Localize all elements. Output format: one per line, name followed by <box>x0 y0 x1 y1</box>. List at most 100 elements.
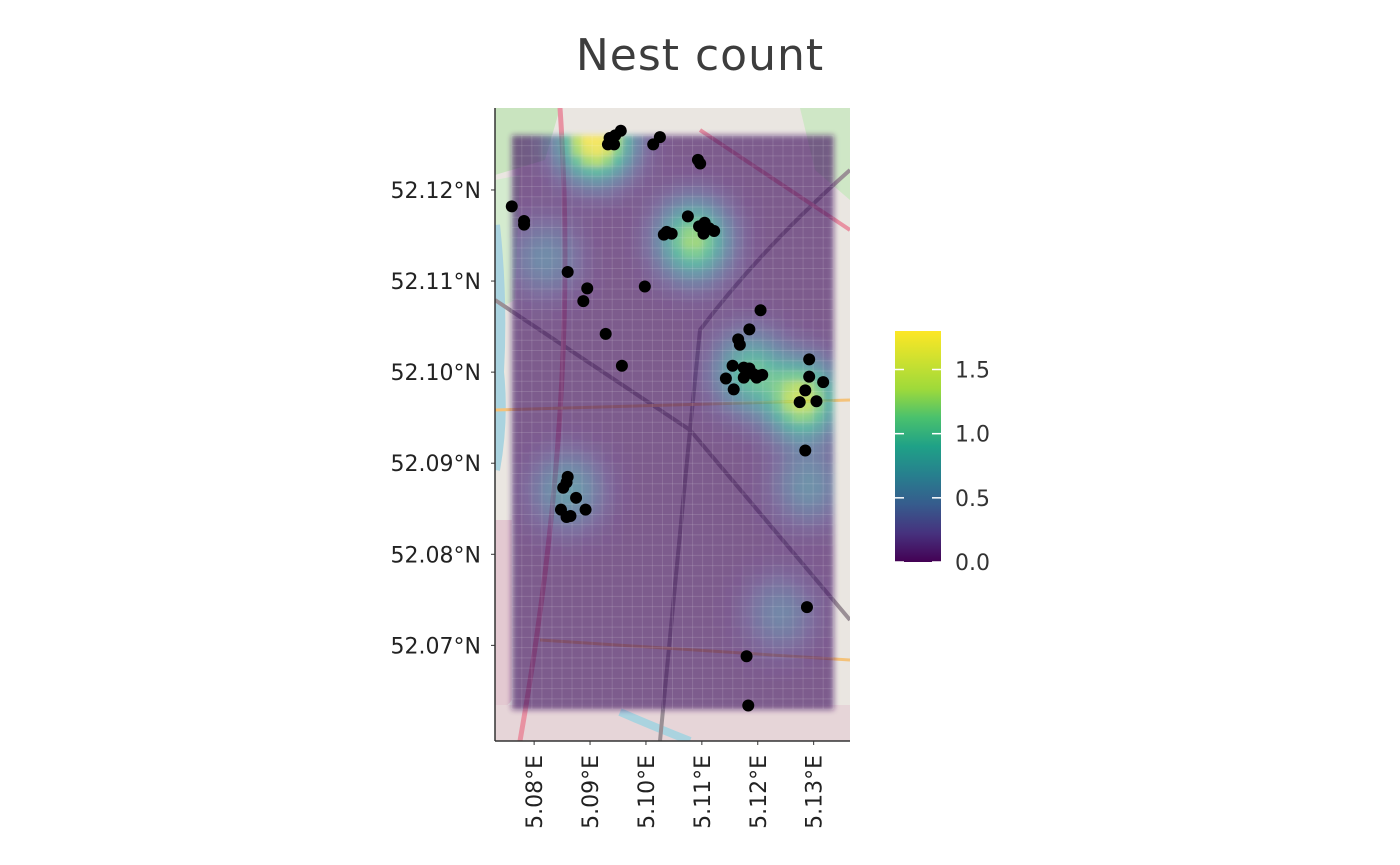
heatmap-cell <box>541 483 553 495</box>
heatmap-cell <box>732 237 744 249</box>
heatmap-cell <box>742 586 754 598</box>
heatmap-cell <box>622 176 633 188</box>
heatmap-cell <box>742 555 754 567</box>
heatmap-cell <box>772 422 784 434</box>
heatmap-cell <box>813 207 824 218</box>
heatmap-cell <box>572 586 583 598</box>
heatmap-cell <box>632 565 643 577</box>
heatmap-cell <box>551 268 563 280</box>
heatmap-cell <box>702 463 714 475</box>
heatmap-cell <box>511 442 523 454</box>
heatmap-cell <box>511 155 523 167</box>
heatmap-cell <box>722 278 734 290</box>
heatmap-cell <box>592 350 603 362</box>
heatmap-cell <box>541 155 553 167</box>
heatmap-cell <box>803 545 814 557</box>
heatmap-cell <box>682 555 694 567</box>
heatmap-cell <box>622 565 633 577</box>
heatmap-cell <box>592 155 603 167</box>
heatmap-cell <box>632 319 643 331</box>
heatmap-cell <box>712 268 724 280</box>
heatmap-cell <box>772 678 784 690</box>
heatmap-cell <box>692 145 704 157</box>
heatmap-cell <box>662 432 674 444</box>
heatmap-cell <box>772 586 784 598</box>
heatmap-cell <box>662 545 674 557</box>
heatmap-cell <box>521 657 533 669</box>
heatmap-cell <box>702 186 714 198</box>
heatmap-cell <box>672 616 684 628</box>
heatmap-cell <box>732 493 744 505</box>
heatmap-cell <box>531 452 543 464</box>
heatmap-cell <box>662 657 674 669</box>
heatmap-cell <box>662 237 674 249</box>
heatmap-cell <box>682 575 694 587</box>
heatmap-cell <box>823 555 834 567</box>
heatmap-cell <box>783 196 794 208</box>
heatmap-cell <box>592 586 603 598</box>
heatmap-cell <box>692 360 704 372</box>
heatmap-cell <box>672 678 684 690</box>
heatmap-cell <box>642 647 654 659</box>
heatmap-cell <box>762 278 774 290</box>
heatmap-cell <box>511 514 523 526</box>
heatmap-cell <box>752 432 764 444</box>
heatmap-cell <box>732 135 744 147</box>
heatmap-cell <box>772 432 784 444</box>
heatmap-cell <box>662 360 674 372</box>
heatmap-cell <box>662 637 674 649</box>
heatmap-cell <box>622 289 633 300</box>
heatmap-cell <box>521 504 533 516</box>
heatmap-cell <box>622 637 633 649</box>
heatmap-cell <box>551 698 563 710</box>
heatmap-cell <box>531 473 543 485</box>
heatmap-cell <box>551 422 563 434</box>
heatmap-cell <box>662 207 674 218</box>
heatmap-cell <box>572 504 583 516</box>
heatmap-cell <box>511 647 523 659</box>
heatmap-cell <box>652 237 664 249</box>
heatmap-cell <box>612 176 623 188</box>
heatmap-cell <box>803 452 814 464</box>
heatmap-cell <box>622 135 633 147</box>
heatmap-cell <box>521 268 533 280</box>
heatmap-cell <box>722 504 734 516</box>
heatmap-cell <box>783 207 794 218</box>
heatmap-cell <box>783 555 794 567</box>
heatmap-cell <box>803 248 814 259</box>
heatmap-cell <box>541 545 553 557</box>
heatmap-cell <box>712 309 724 321</box>
heatmap-cell <box>592 391 603 403</box>
heatmap-cell <box>541 657 553 669</box>
heatmap-cell <box>742 493 754 505</box>
heatmap-cell <box>742 432 754 444</box>
heatmap-cell <box>682 657 694 669</box>
heatmap-cell <box>531 627 543 638</box>
nest-point <box>564 510 577 523</box>
heatmap-cell <box>572 381 583 393</box>
heatmap-cell <box>772 360 784 372</box>
heatmap-cell <box>752 493 764 505</box>
heatmap-cell <box>622 166 633 177</box>
heatmap-cell <box>712 627 724 638</box>
heatmap-cell <box>783 657 794 669</box>
heatmap-cell <box>823 575 834 587</box>
heatmap-cell <box>672 289 684 300</box>
heatmap-cell <box>511 606 523 618</box>
nest-point <box>754 304 767 317</box>
heatmap-cell <box>702 452 714 464</box>
heatmap-cell <box>582 688 593 700</box>
heatmap-cell <box>712 391 724 403</box>
heatmap-cell <box>712 258 724 270</box>
heatmap-cell <box>582 545 593 557</box>
heatmap-cell <box>632 340 643 352</box>
heatmap-cell <box>682 688 694 700</box>
heatmap-cell <box>712 411 724 423</box>
heatmap-cell <box>803 237 814 249</box>
heatmap-cell <box>772 268 784 280</box>
heatmap-cell <box>752 616 764 628</box>
heatmap-cell <box>742 166 754 177</box>
heatmap-cell <box>722 463 734 475</box>
heatmap-cell <box>803 391 814 403</box>
heatmap-cell <box>582 217 593 229</box>
